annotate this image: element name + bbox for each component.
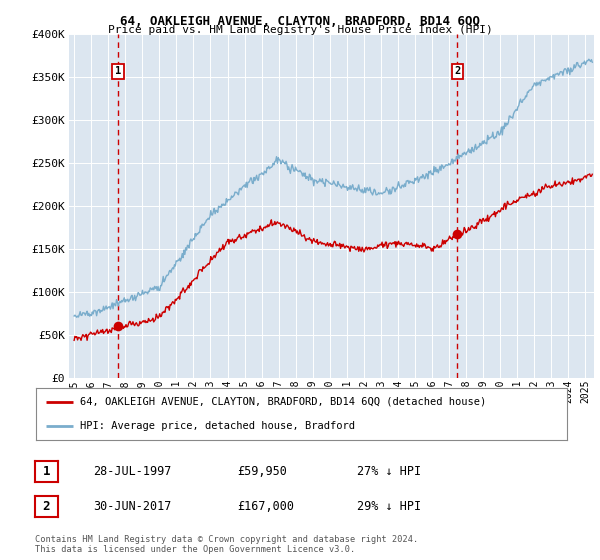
Text: £59,950: £59,950 — [237, 465, 287, 478]
Text: Price paid vs. HM Land Registry's House Price Index (HPI): Price paid vs. HM Land Registry's House … — [107, 25, 493, 35]
Text: 64, OAKLEIGH AVENUE, CLAYTON, BRADFORD, BD14 6QQ: 64, OAKLEIGH AVENUE, CLAYTON, BRADFORD, … — [120, 15, 480, 27]
Text: 64, OAKLEIGH AVENUE, CLAYTON, BRADFORD, BD14 6QQ (detached house): 64, OAKLEIGH AVENUE, CLAYTON, BRADFORD, … — [80, 397, 486, 407]
Text: 2: 2 — [454, 67, 461, 77]
Text: 1: 1 — [43, 465, 50, 478]
Text: 28-JUL-1997: 28-JUL-1997 — [93, 465, 172, 478]
Text: £167,000: £167,000 — [237, 500, 294, 514]
Text: 27% ↓ HPI: 27% ↓ HPI — [357, 465, 421, 478]
Text: Contains HM Land Registry data © Crown copyright and database right 2024.
This d: Contains HM Land Registry data © Crown c… — [35, 535, 418, 554]
Text: 1: 1 — [115, 67, 121, 77]
Text: 2: 2 — [43, 500, 50, 514]
Text: HPI: Average price, detached house, Bradford: HPI: Average price, detached house, Brad… — [80, 421, 355, 431]
Text: 30-JUN-2017: 30-JUN-2017 — [93, 500, 172, 514]
Text: 29% ↓ HPI: 29% ↓ HPI — [357, 500, 421, 514]
